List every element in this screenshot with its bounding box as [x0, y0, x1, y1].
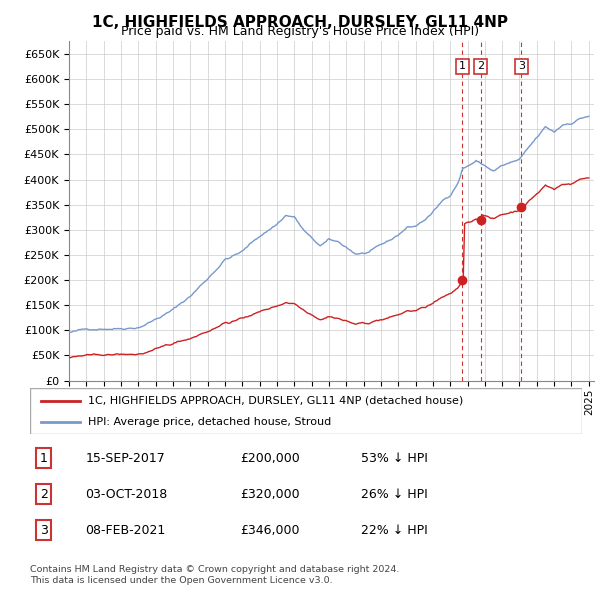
Text: 2: 2 — [40, 487, 48, 501]
Text: 2: 2 — [477, 61, 484, 71]
Text: 22% ↓ HPI: 22% ↓ HPI — [361, 524, 428, 537]
Text: £320,000: £320,000 — [240, 487, 299, 501]
Text: 1: 1 — [459, 61, 466, 71]
Text: 26% ↓ HPI: 26% ↓ HPI — [361, 487, 428, 501]
Text: £346,000: £346,000 — [240, 524, 299, 537]
Text: 1C, HIGHFIELDS APPROACH, DURSLEY, GL11 4NP (detached house): 1C, HIGHFIELDS APPROACH, DURSLEY, GL11 4… — [88, 395, 463, 405]
Text: £200,000: £200,000 — [240, 451, 299, 464]
Text: 03-OCT-2018: 03-OCT-2018 — [85, 487, 167, 501]
Text: 3: 3 — [518, 61, 525, 71]
Text: Contains HM Land Registry data © Crown copyright and database right 2024.
This d: Contains HM Land Registry data © Crown c… — [30, 565, 400, 585]
Text: Price paid vs. HM Land Registry's House Price Index (HPI): Price paid vs. HM Land Registry's House … — [121, 25, 479, 38]
Text: 1: 1 — [40, 451, 48, 464]
Text: 08-FEB-2021: 08-FEB-2021 — [85, 524, 166, 537]
Text: HPI: Average price, detached house, Stroud: HPI: Average price, detached house, Stro… — [88, 417, 331, 427]
Text: 15-SEP-2017: 15-SEP-2017 — [85, 451, 165, 464]
Text: 1C, HIGHFIELDS APPROACH, DURSLEY, GL11 4NP: 1C, HIGHFIELDS APPROACH, DURSLEY, GL11 4… — [92, 15, 508, 30]
Text: 3: 3 — [40, 524, 48, 537]
Text: 53% ↓ HPI: 53% ↓ HPI — [361, 451, 428, 464]
